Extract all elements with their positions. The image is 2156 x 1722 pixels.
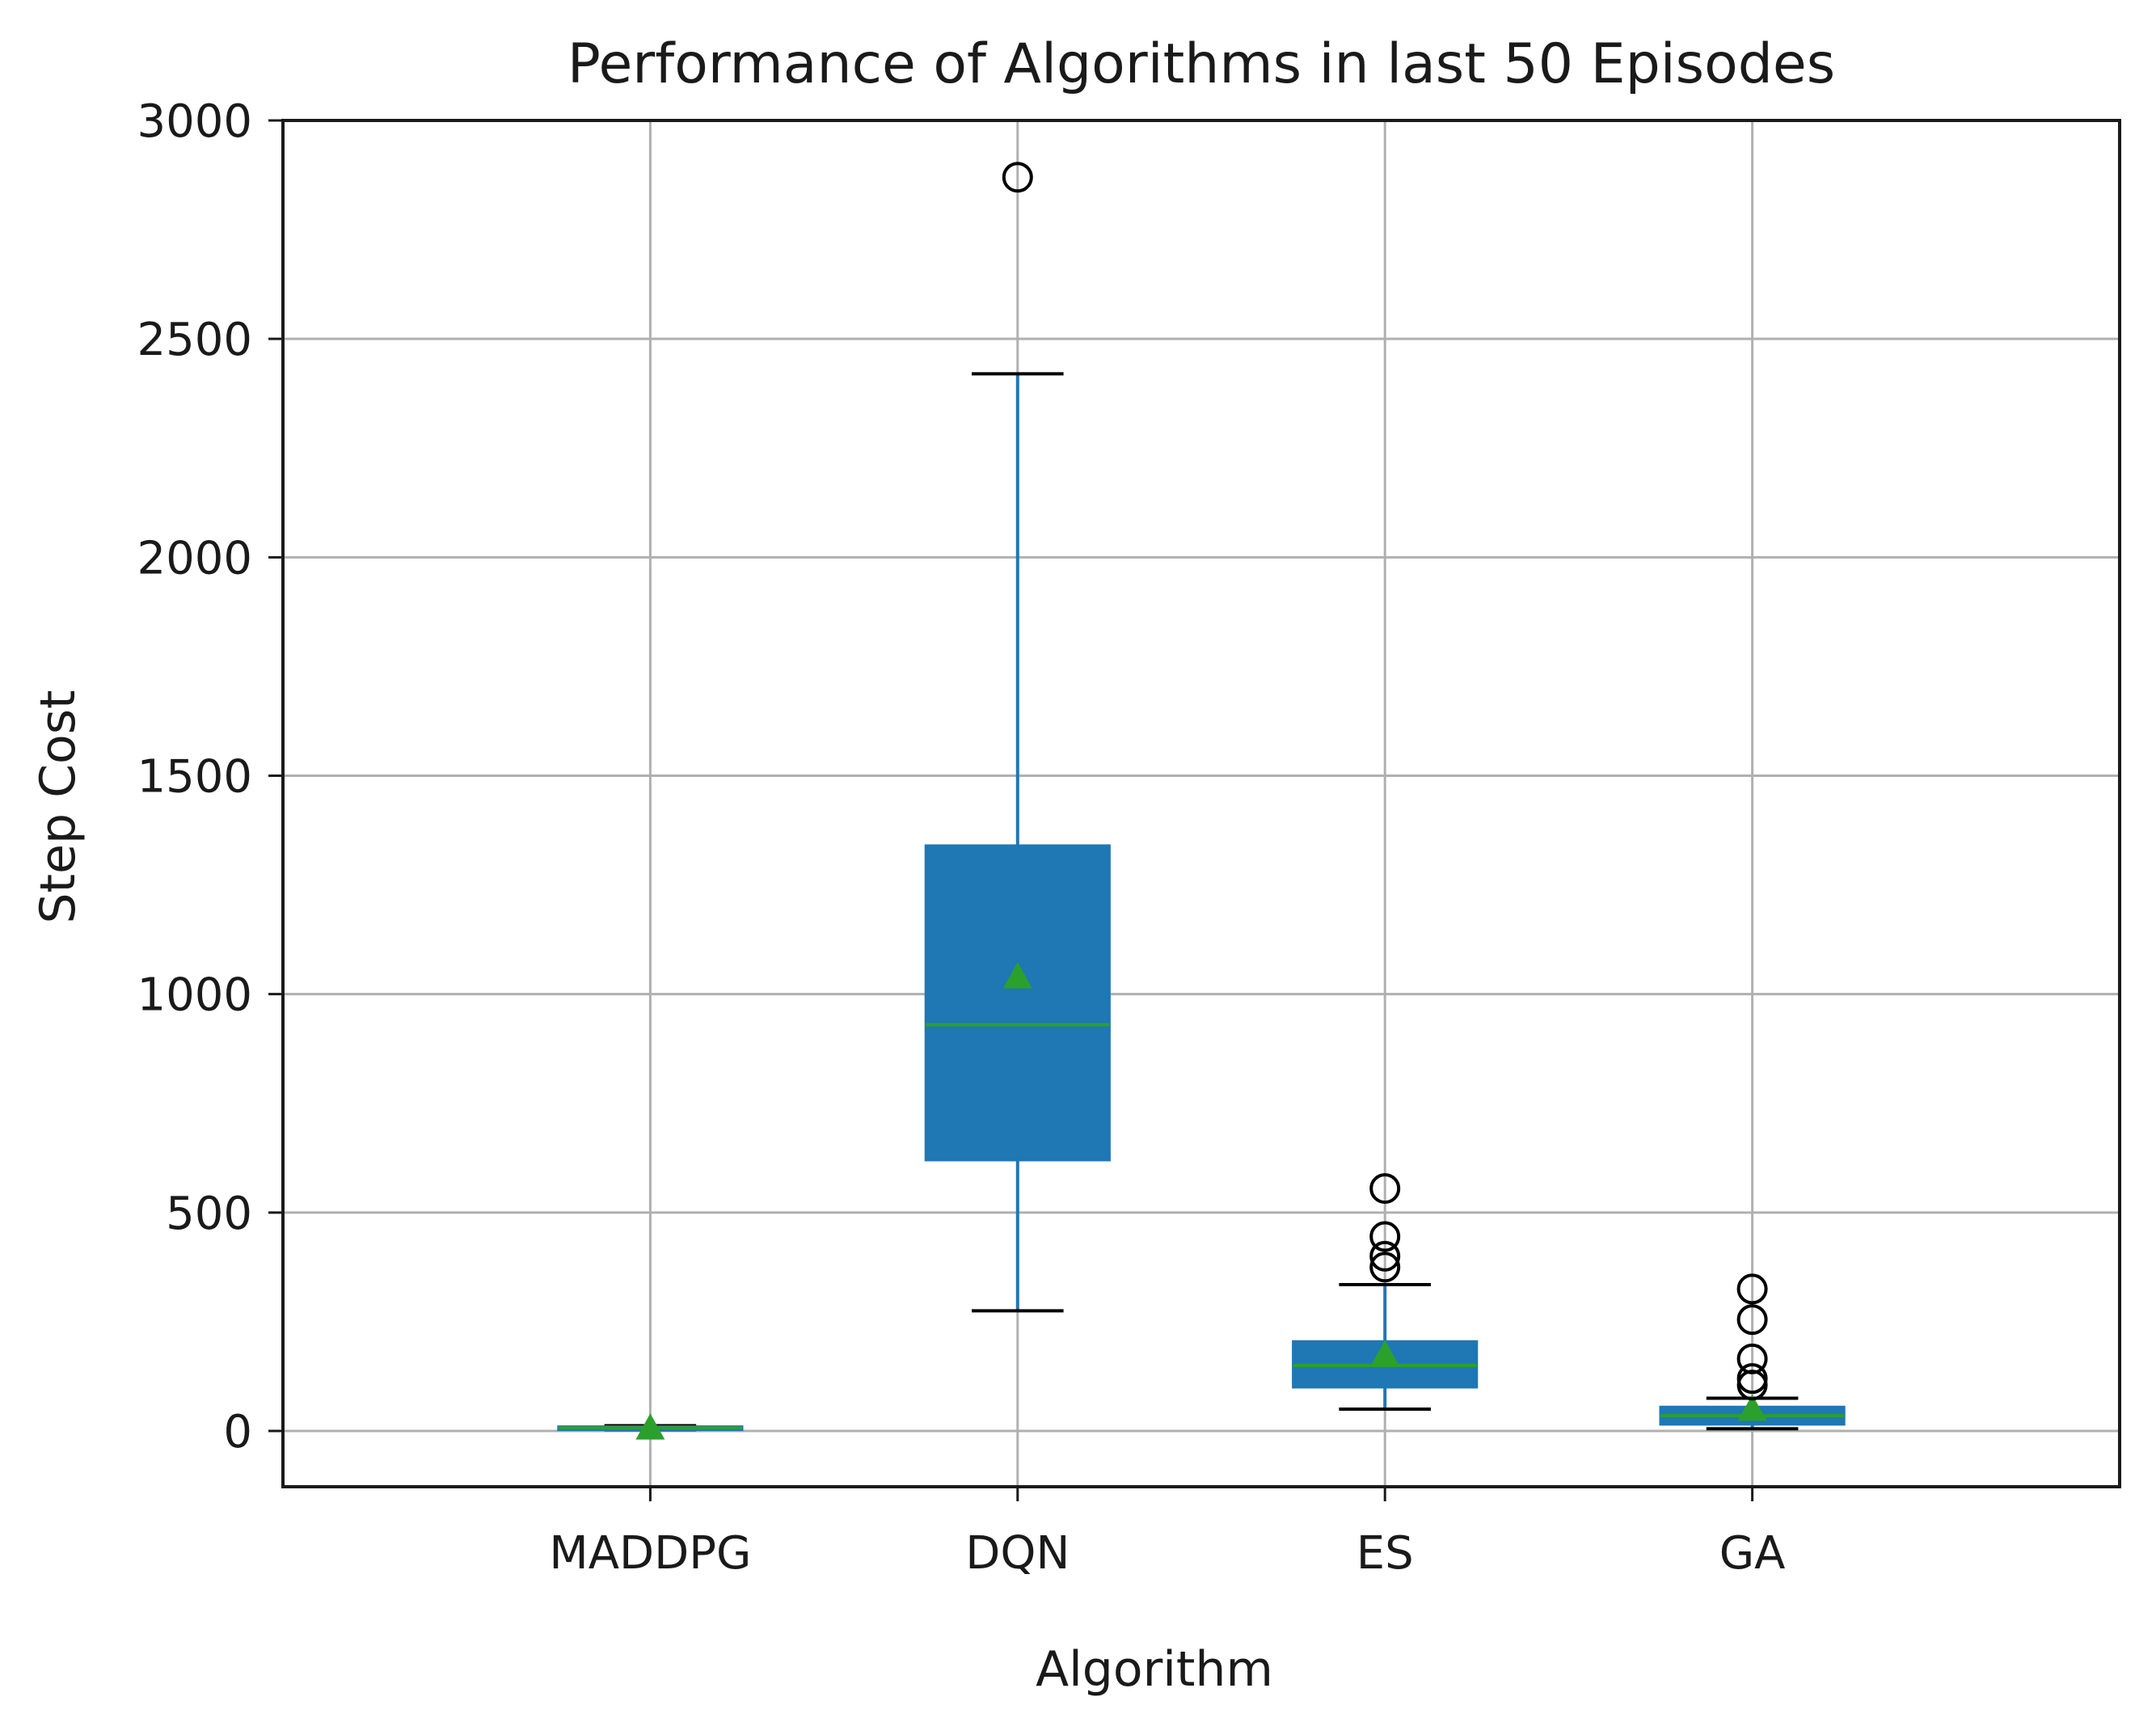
dqn-mean-marker — [1002, 962, 1032, 989]
ga-outlier-4 — [1736, 1304, 1768, 1336]
plot-data — [557, 162, 1846, 1440]
y-axis-label: Step Cost — [30, 690, 86, 923]
ga-outlier-2 — [1736, 1363, 1768, 1395]
y-tick-label-1500: 1500 — [137, 751, 252, 804]
es-outlier-3 — [1369, 1221, 1401, 1252]
dqn-outlier-1 — [1002, 162, 1033, 193]
x-tick-label-maddpg: MADDPG — [549, 1527, 751, 1580]
es-outlier-4 — [1369, 1173, 1401, 1205]
ga-outlier-3 — [1736, 1343, 1768, 1374]
ga-outlier-5 — [1736, 1273, 1768, 1305]
es-mean-marker — [1370, 1340, 1400, 1366]
es-outlier-1 — [1369, 1251, 1401, 1283]
y-tick-label-2000: 2000 — [137, 532, 252, 585]
grid-lines — [283, 119, 2120, 1487]
dqn-box — [924, 844, 1111, 1162]
y-tick-label-2500: 2500 — [137, 314, 252, 366]
x-tick-label-es: ES — [1356, 1527, 1414, 1580]
y-tick-label-500: 500 — [166, 1188, 252, 1240]
x-axis-label: Algorithm — [1036, 1641, 1273, 1698]
ga-mean-marker — [1737, 1394, 1767, 1421]
es-outlier-2 — [1369, 1240, 1401, 1272]
axis-ticks: 0 500 1000 1500 2000 2500 3000 MADDPG DQN ES GA — [137, 95, 1785, 1580]
x-tick-label-dqn: DQN — [965, 1527, 1070, 1580]
y-tick-label-3000: 3000 — [137, 95, 252, 148]
maddpg-mean-marker — [635, 1413, 665, 1440]
x-tick-label-ga: GA — [1719, 1527, 1786, 1580]
y-tick-label-0: 0 — [223, 1406, 252, 1458]
chart-title: Performance of Algorithms in last 50 Epi… — [567, 32, 1835, 96]
plot-frame — [281, 119, 2121, 1488]
y-tick-label-1000: 1000 — [137, 969, 252, 1022]
